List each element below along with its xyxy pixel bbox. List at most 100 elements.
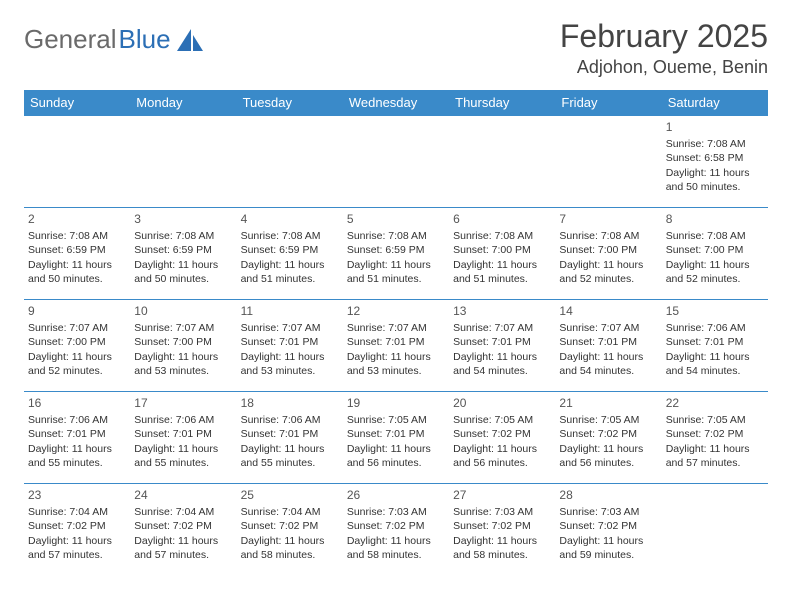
brand-name-1: General	[24, 24, 117, 55]
day-number: 28	[559, 487, 657, 503]
day-number: 4	[241, 211, 339, 227]
sunrise-line: Sunrise: 7:03 AM	[453, 505, 551, 519]
calendar-day-cell: 8 Sunrise: 7:08 AMSunset: 7:00 PMDaylight…	[662, 208, 768, 300]
calendar-week-row: 1Sunrise: 7:08 AMSunset: 6:58 PMDaylight…	[24, 116, 768, 208]
calendar-week-row: 2Sunrise: 7:08 AMSunset: 6:59 PMDaylight…	[24, 208, 768, 300]
sunrise-line: Sunrise: 7:05 AM	[347, 413, 445, 427]
calendar-day-cell: 20Sunrise: 7:05 AMSunset: 7:02 PMDayligh…	[449, 392, 555, 484]
daylight-line: Daylight: 11 hours and 54 minutes.	[453, 350, 551, 378]
calendar-day-cell: 4Sunrise: 7:08 AMSunset: 6:59 PMDaylight…	[237, 208, 343, 300]
daylight-line: Daylight: 11 hours and 58 minutes.	[347, 534, 445, 562]
day-number: 12	[347, 303, 445, 319]
day-number: 5	[347, 211, 445, 227]
daylight-line: Daylight: 11 hours and 57 minutes.	[134, 534, 232, 562]
title-block: February 2025 Adjohon, Oueme, Benin	[560, 18, 768, 78]
sunset-line: Sunset: 7:01 PM	[347, 335, 445, 349]
calendar-day-cell	[555, 116, 661, 208]
calendar-day-cell: 12Sunrise: 7:07 AMSunset: 7:01 PMDayligh…	[343, 300, 449, 392]
day-number: 6	[453, 211, 551, 227]
calendar-day-cell: 16Sunrise: 7:06 AMSunset: 7:01 PMDayligh…	[24, 392, 130, 484]
day-number: 19	[347, 395, 445, 411]
sunrise-line: Sunrise: 7:05 AM	[453, 413, 551, 427]
sunset-line: Sunset: 7:01 PM	[241, 427, 339, 441]
sunrise-line: Sunrise: 7:04 AM	[134, 505, 232, 519]
daylight-line: Daylight: 11 hours and 54 minutes.	[559, 350, 657, 378]
sunset-line: Sunset: 6:59 PM	[241, 243, 339, 257]
sunrise-line: Sunrise: 7:04 AM	[28, 505, 126, 519]
daylight-line: Daylight: 11 hours and 54 minutes.	[666, 350, 764, 378]
sunset-line: Sunset: 7:01 PM	[134, 427, 232, 441]
sunset-line: Sunset: 6:58 PM	[666, 151, 764, 165]
calendar-day-cell: 5Sunrise: 7:08 AMSunset: 6:59 PMDaylight…	[343, 208, 449, 300]
daylight-line: Daylight: 11 hours and 59 minutes.	[559, 534, 657, 562]
daylight-line: Daylight: 11 hours and 56 minutes.	[559, 442, 657, 470]
sunset-line: Sunset: 7:00 PM	[134, 335, 232, 349]
day-number: 21	[559, 395, 657, 411]
calendar-day-cell: 6 Sunrise: 7:08 AMSunset: 7:00 PMDaylight…	[449, 208, 555, 300]
daylight-line: Daylight: 11 hours and 55 minutes.	[28, 442, 126, 470]
sunset-line: Sunset: 7:01 PM	[241, 335, 339, 349]
calendar-day-cell: 11Sunrise: 7:07 AMSunset: 7:01 PMDayligh…	[237, 300, 343, 392]
sunrise-line: Sunrise: 7:03 AM	[347, 505, 445, 519]
sunrise-line: Sunrise: 7:07 AM	[453, 321, 551, 335]
sunset-line: Sunset: 7:00 PM	[559, 243, 657, 257]
sunrise-line: Sunrise: 7:05 AM	[559, 413, 657, 427]
day-number: 27	[453, 487, 551, 503]
weekday-header: Thursday	[449, 90, 555, 116]
brand-name-2: Blue	[119, 24, 171, 55]
daylight-line: Daylight: 11 hours and 50 minutes.	[666, 166, 764, 194]
calendar-day-cell	[449, 116, 555, 208]
calendar-day-cell: 24Sunrise: 7:04 AMSunset: 7:02 PMDayligh…	[130, 484, 236, 576]
calendar-body: 1Sunrise: 7:08 AMSunset: 6:58 PMDaylight…	[24, 116, 768, 576]
day-number: 7	[559, 211, 657, 227]
sunset-line: Sunset: 7:01 PM	[453, 335, 551, 349]
daylight-line: Daylight: 11 hours and 51 minutes.	[453, 258, 551, 286]
weekday-header: Sunday	[24, 90, 130, 116]
sunrise-line: Sunrise: 7:06 AM	[134, 413, 232, 427]
sunset-line: Sunset: 6:59 PM	[28, 243, 126, 257]
calendar-day-cell: 9Sunrise: 7:07 AMSunset: 7:00 PMDaylight…	[24, 300, 130, 392]
day-number: 15	[666, 303, 764, 319]
day-number: 18	[241, 395, 339, 411]
sunrise-line: Sunrise: 7:08 AM	[453, 229, 551, 243]
daylight-line: Daylight: 11 hours and 57 minutes.	[28, 534, 126, 562]
daylight-line: Daylight: 11 hours and 52 minutes.	[666, 258, 764, 286]
calendar-week-row: 23Sunrise: 7:04 AMSunset: 7:02 PMDayligh…	[24, 484, 768, 576]
sunrise-line: Sunrise: 7:08 AM	[347, 229, 445, 243]
sunset-line: Sunset: 7:00 PM	[453, 243, 551, 257]
sunset-line: Sunset: 7:02 PM	[559, 519, 657, 533]
day-number: 13	[453, 303, 551, 319]
daylight-line: Daylight: 11 hours and 56 minutes.	[347, 442, 445, 470]
calendar-day-cell	[130, 116, 236, 208]
sunset-line: Sunset: 7:02 PM	[134, 519, 232, 533]
calendar-week-row: 9Sunrise: 7:07 AMSunset: 7:00 PMDaylight…	[24, 300, 768, 392]
day-number: 8	[666, 211, 764, 227]
sunset-line: Sunset: 7:02 PM	[28, 519, 126, 533]
weekday-header: Wednesday	[343, 90, 449, 116]
sunrise-line: Sunrise: 7:07 AM	[134, 321, 232, 335]
daylight-line: Daylight: 11 hours and 50 minutes.	[134, 258, 232, 286]
day-number: 14	[559, 303, 657, 319]
calendar-day-cell: 21Sunrise: 7:05 AMSunset: 7:02 PMDayligh…	[555, 392, 661, 484]
daylight-line: Daylight: 11 hours and 53 minutes.	[241, 350, 339, 378]
calendar-day-cell	[24, 116, 130, 208]
sunrise-line: Sunrise: 7:06 AM	[241, 413, 339, 427]
calendar-day-cell: 19Sunrise: 7:05 AMSunset: 7:01 PMDayligh…	[343, 392, 449, 484]
calendar-day-cell: 26Sunrise: 7:03 AMSunset: 7:02 PMDayligh…	[343, 484, 449, 576]
sunset-line: Sunset: 7:00 PM	[666, 243, 764, 257]
calendar-week-row: 16Sunrise: 7:06 AMSunset: 7:01 PMDayligh…	[24, 392, 768, 484]
calendar-day-cell	[237, 116, 343, 208]
day-number: 11	[241, 303, 339, 319]
calendar-day-cell: 2Sunrise: 7:08 AMSunset: 6:59 PMDaylight…	[24, 208, 130, 300]
calendar-day-cell: 10Sunrise: 7:07 AMSunset: 7:00 PMDayligh…	[130, 300, 236, 392]
sunrise-line: Sunrise: 7:06 AM	[28, 413, 126, 427]
day-number: 22	[666, 395, 764, 411]
sunrise-line: Sunrise: 7:08 AM	[666, 229, 764, 243]
daylight-line: Daylight: 11 hours and 51 minutes.	[241, 258, 339, 286]
sunset-line: Sunset: 7:02 PM	[666, 427, 764, 441]
calendar-day-cell: 28Sunrise: 7:03 AMSunset: 7:02 PMDayligh…	[555, 484, 661, 576]
day-number: 2	[28, 211, 126, 227]
sunset-line: Sunset: 7:00 PM	[28, 335, 126, 349]
calendar-day-cell: 27Sunrise: 7:03 AMSunset: 7:02 PMDayligh…	[449, 484, 555, 576]
calendar-day-cell	[343, 116, 449, 208]
